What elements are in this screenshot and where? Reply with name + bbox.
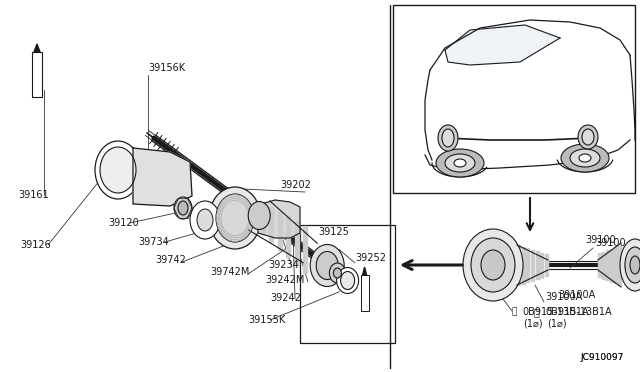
Ellipse shape <box>582 129 594 145</box>
Ellipse shape <box>579 154 591 162</box>
Text: 39100A: 39100A <box>558 290 595 300</box>
Polygon shape <box>278 212 282 250</box>
Text: 39742M: 39742M <box>210 267 250 277</box>
Text: 39734: 39734 <box>138 237 169 247</box>
Polygon shape <box>614 247 617 283</box>
Bar <box>393 5 635 193</box>
Ellipse shape <box>436 149 484 177</box>
Ellipse shape <box>216 194 254 242</box>
Text: 39100: 39100 <box>585 235 616 245</box>
Polygon shape <box>625 262 640 268</box>
Text: 39155K: 39155K <box>248 315 285 325</box>
Polygon shape <box>303 226 307 273</box>
Polygon shape <box>286 216 290 257</box>
Polygon shape <box>531 250 534 280</box>
Polygon shape <box>545 254 548 276</box>
Ellipse shape <box>481 250 505 280</box>
Ellipse shape <box>340 272 355 289</box>
Ellipse shape <box>570 149 600 167</box>
Text: 0B915-13B1A: 0B915-13B1A <box>522 307 589 317</box>
Text: 39202: 39202 <box>280 180 311 190</box>
Text: 39120: 39120 <box>108 218 139 228</box>
Ellipse shape <box>174 197 192 219</box>
Ellipse shape <box>625 247 640 283</box>
Ellipse shape <box>95 141 141 199</box>
Text: (1⌀): (1⌀) <box>547 318 566 328</box>
Ellipse shape <box>190 201 220 239</box>
Ellipse shape <box>620 239 640 291</box>
Polygon shape <box>269 207 273 242</box>
Text: 39156K: 39156K <box>148 63 185 73</box>
Ellipse shape <box>463 229 523 301</box>
Bar <box>360 275 369 311</box>
Text: 39252: 39252 <box>355 253 386 263</box>
Polygon shape <box>526 248 529 282</box>
Bar <box>300 225 395 343</box>
Text: 39742: 39742 <box>155 255 186 265</box>
Bar <box>32 52 42 97</box>
Polygon shape <box>602 251 605 279</box>
Text: Ⓜ: Ⓜ <box>534 307 540 317</box>
Ellipse shape <box>445 154 475 172</box>
Ellipse shape <box>442 129 454 147</box>
Text: 0B915-13B1A: 0B915-13B1A <box>545 307 612 317</box>
Polygon shape <box>522 247 525 283</box>
Polygon shape <box>260 202 264 234</box>
Ellipse shape <box>248 202 270 230</box>
Ellipse shape <box>561 144 609 172</box>
Text: JC910097: JC910097 <box>580 353 623 362</box>
Polygon shape <box>34 44 40 52</box>
Ellipse shape <box>438 125 458 151</box>
Text: 39126: 39126 <box>20 240 51 250</box>
Ellipse shape <box>330 263 346 283</box>
Ellipse shape <box>630 256 640 274</box>
Ellipse shape <box>454 159 466 167</box>
Text: (1⌀): (1⌀) <box>523 318 543 328</box>
Polygon shape <box>517 245 520 285</box>
Ellipse shape <box>333 268 341 278</box>
Polygon shape <box>363 267 367 275</box>
Ellipse shape <box>578 125 598 149</box>
Ellipse shape <box>316 251 338 279</box>
Polygon shape <box>294 221 299 265</box>
Text: 39234: 39234 <box>268 260 299 270</box>
Text: Ⓜ: Ⓜ <box>512 308 517 317</box>
Text: 39125: 39125 <box>318 227 349 237</box>
Text: 39100A: 39100A <box>545 292 582 302</box>
Polygon shape <box>606 250 609 280</box>
Ellipse shape <box>337 267 358 294</box>
Polygon shape <box>540 253 543 278</box>
Text: 39242M: 39242M <box>265 275 305 285</box>
Polygon shape <box>610 248 613 282</box>
Ellipse shape <box>209 187 261 249</box>
Polygon shape <box>618 246 621 285</box>
Text: 39100: 39100 <box>595 238 626 248</box>
Polygon shape <box>258 200 300 238</box>
Ellipse shape <box>197 209 213 231</box>
Text: JC910097: JC910097 <box>580 353 623 362</box>
Ellipse shape <box>178 201 188 215</box>
Polygon shape <box>445 25 560 65</box>
Polygon shape <box>536 251 539 279</box>
Ellipse shape <box>310 244 344 286</box>
Ellipse shape <box>100 147 136 193</box>
Polygon shape <box>598 253 601 277</box>
Ellipse shape <box>471 238 515 292</box>
Text: 39161: 39161 <box>18 190 49 200</box>
Text: 39242: 39242 <box>270 293 301 303</box>
Polygon shape <box>133 148 192 206</box>
